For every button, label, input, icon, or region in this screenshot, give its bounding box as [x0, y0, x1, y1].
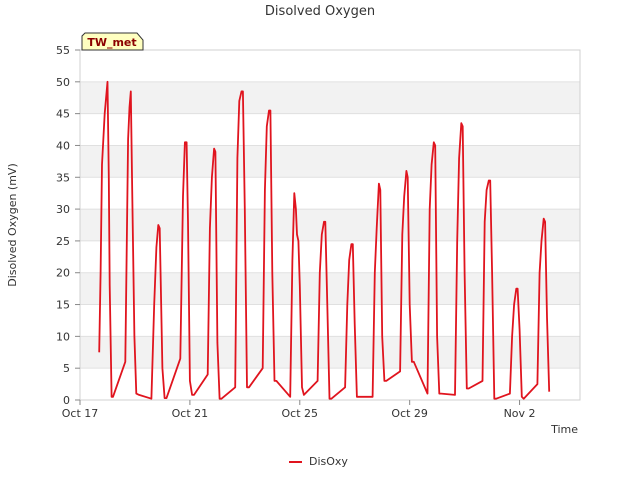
station-badge-label: TW_met — [87, 36, 136, 49]
band-5 — [80, 336, 580, 369]
band-45 — [80, 81, 580, 114]
y-tick-label-20: 20 — [56, 267, 70, 280]
y-tick-label-15: 15 — [56, 299, 70, 312]
y-axis-ticks: 0 5 10 15 20 25 30 35 40 45 50 55 — [56, 44, 80, 407]
y-tick-label-25: 25 — [56, 235, 70, 248]
band-15 — [80, 272, 580, 305]
legend-label-disoxy: DisOxy — [309, 455, 348, 468]
y-tick-label-5: 5 — [63, 362, 70, 375]
y-tick-label-55: 55 — [56, 44, 70, 57]
x-tick-label-oct-21: Oct 21 — [172, 407, 209, 420]
x-tick-label-oct-25: Oct 25 — [282, 407, 319, 420]
x-tick-label-nov-2: Nov 2 — [504, 407, 536, 420]
station-badge: TW_met — [81, 32, 144, 51]
y-axis-label: Disolved Oxygen (mV) — [6, 163, 19, 287]
chart-title: Disolved Oxygen — [265, 4, 375, 19]
y-tick-label-35: 35 — [56, 171, 70, 184]
station-badge-box — [81, 32, 144, 51]
plot-background-bands — [80, 81, 580, 369]
gridlines — [80, 49, 580, 401]
series-line-disoxy — [98, 80, 551, 400]
x-axis-label: Time — [550, 423, 578, 436]
y-tick-label-45: 45 — [56, 108, 70, 121]
y-tick-label-50: 50 — [56, 76, 70, 89]
series-lines — [98, 80, 551, 400]
x-axis-ticks: Oct 17 Oct 21 Oct 25 Oct 29 Nov 2 — [62, 400, 536, 420]
band-25 — [80, 209, 580, 241]
y-tick-label-0: 0 — [63, 394, 70, 407]
y-tick-label-30: 30 — [56, 203, 70, 216]
y-tick-label-40: 40 — [56, 139, 70, 152]
legend: DisOxy — [289, 455, 348, 468]
x-tick-label-oct-29: Oct 29 — [391, 407, 428, 420]
x-tick-label-oct-17: Oct 17 — [62, 407, 99, 420]
y-tick-label-10: 10 — [56, 330, 70, 343]
plot-frame — [79, 49, 581, 401]
band-35 — [80, 145, 580, 178]
